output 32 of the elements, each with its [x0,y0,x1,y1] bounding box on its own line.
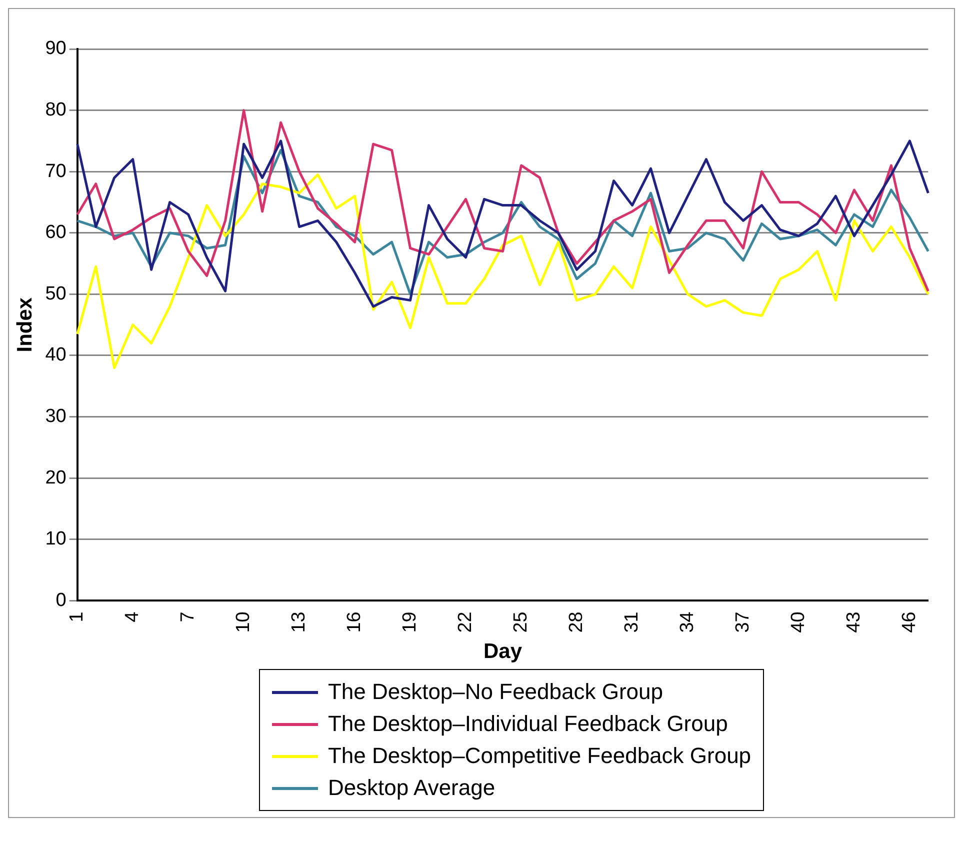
y-axis-title: Index [13,297,36,352]
y-tick-label: 30 [45,406,66,428]
x-tick-label: 40 [788,612,809,633]
x-tick-label: 43 [843,612,864,633]
x-tick-label: 31 [621,612,642,633]
legend-label: The Desktop–Competitive Feedback Group [328,742,752,770]
y-tick-label: 20 [45,467,66,488]
x-tick-label: 46 [898,612,920,633]
x-tick-label: 13 [288,612,310,633]
y-tick-label: 80 [45,100,66,121]
x-tick-label: 22 [455,612,476,633]
legend-label: Desktop Average [328,774,496,802]
y-tick-label: 10 [45,528,66,550]
x-tick-label: 25 [510,612,532,633]
x-tick-label: 34 [676,611,698,633]
legend-label: The Desktop–No Feedback Group [328,678,664,706]
x-tick-label: 37 [732,612,754,633]
y-tick-label: 60 [45,222,66,244]
x-tick-label: 19 [400,612,421,633]
x-tick-label: 28 [566,612,587,633]
y-tick-label: 0 [56,590,66,611]
x-axis-title: Day [484,640,522,664]
y-tick-label: 40 [45,344,66,366]
y-tick-label: 90 [45,38,66,60]
x-tick-label: 4 [122,611,144,622]
y-tick-label: 50 [45,283,66,304]
x-tick-label: 7 [178,612,199,622]
legend-label: The Desktop–Individual Feedback Group [328,710,728,738]
x-tick-label: 1 [66,612,88,622]
x-tick-label: 16 [344,612,366,633]
y-tick-label: 70 [45,160,66,182]
x-tick-label: 10 [233,612,254,633]
